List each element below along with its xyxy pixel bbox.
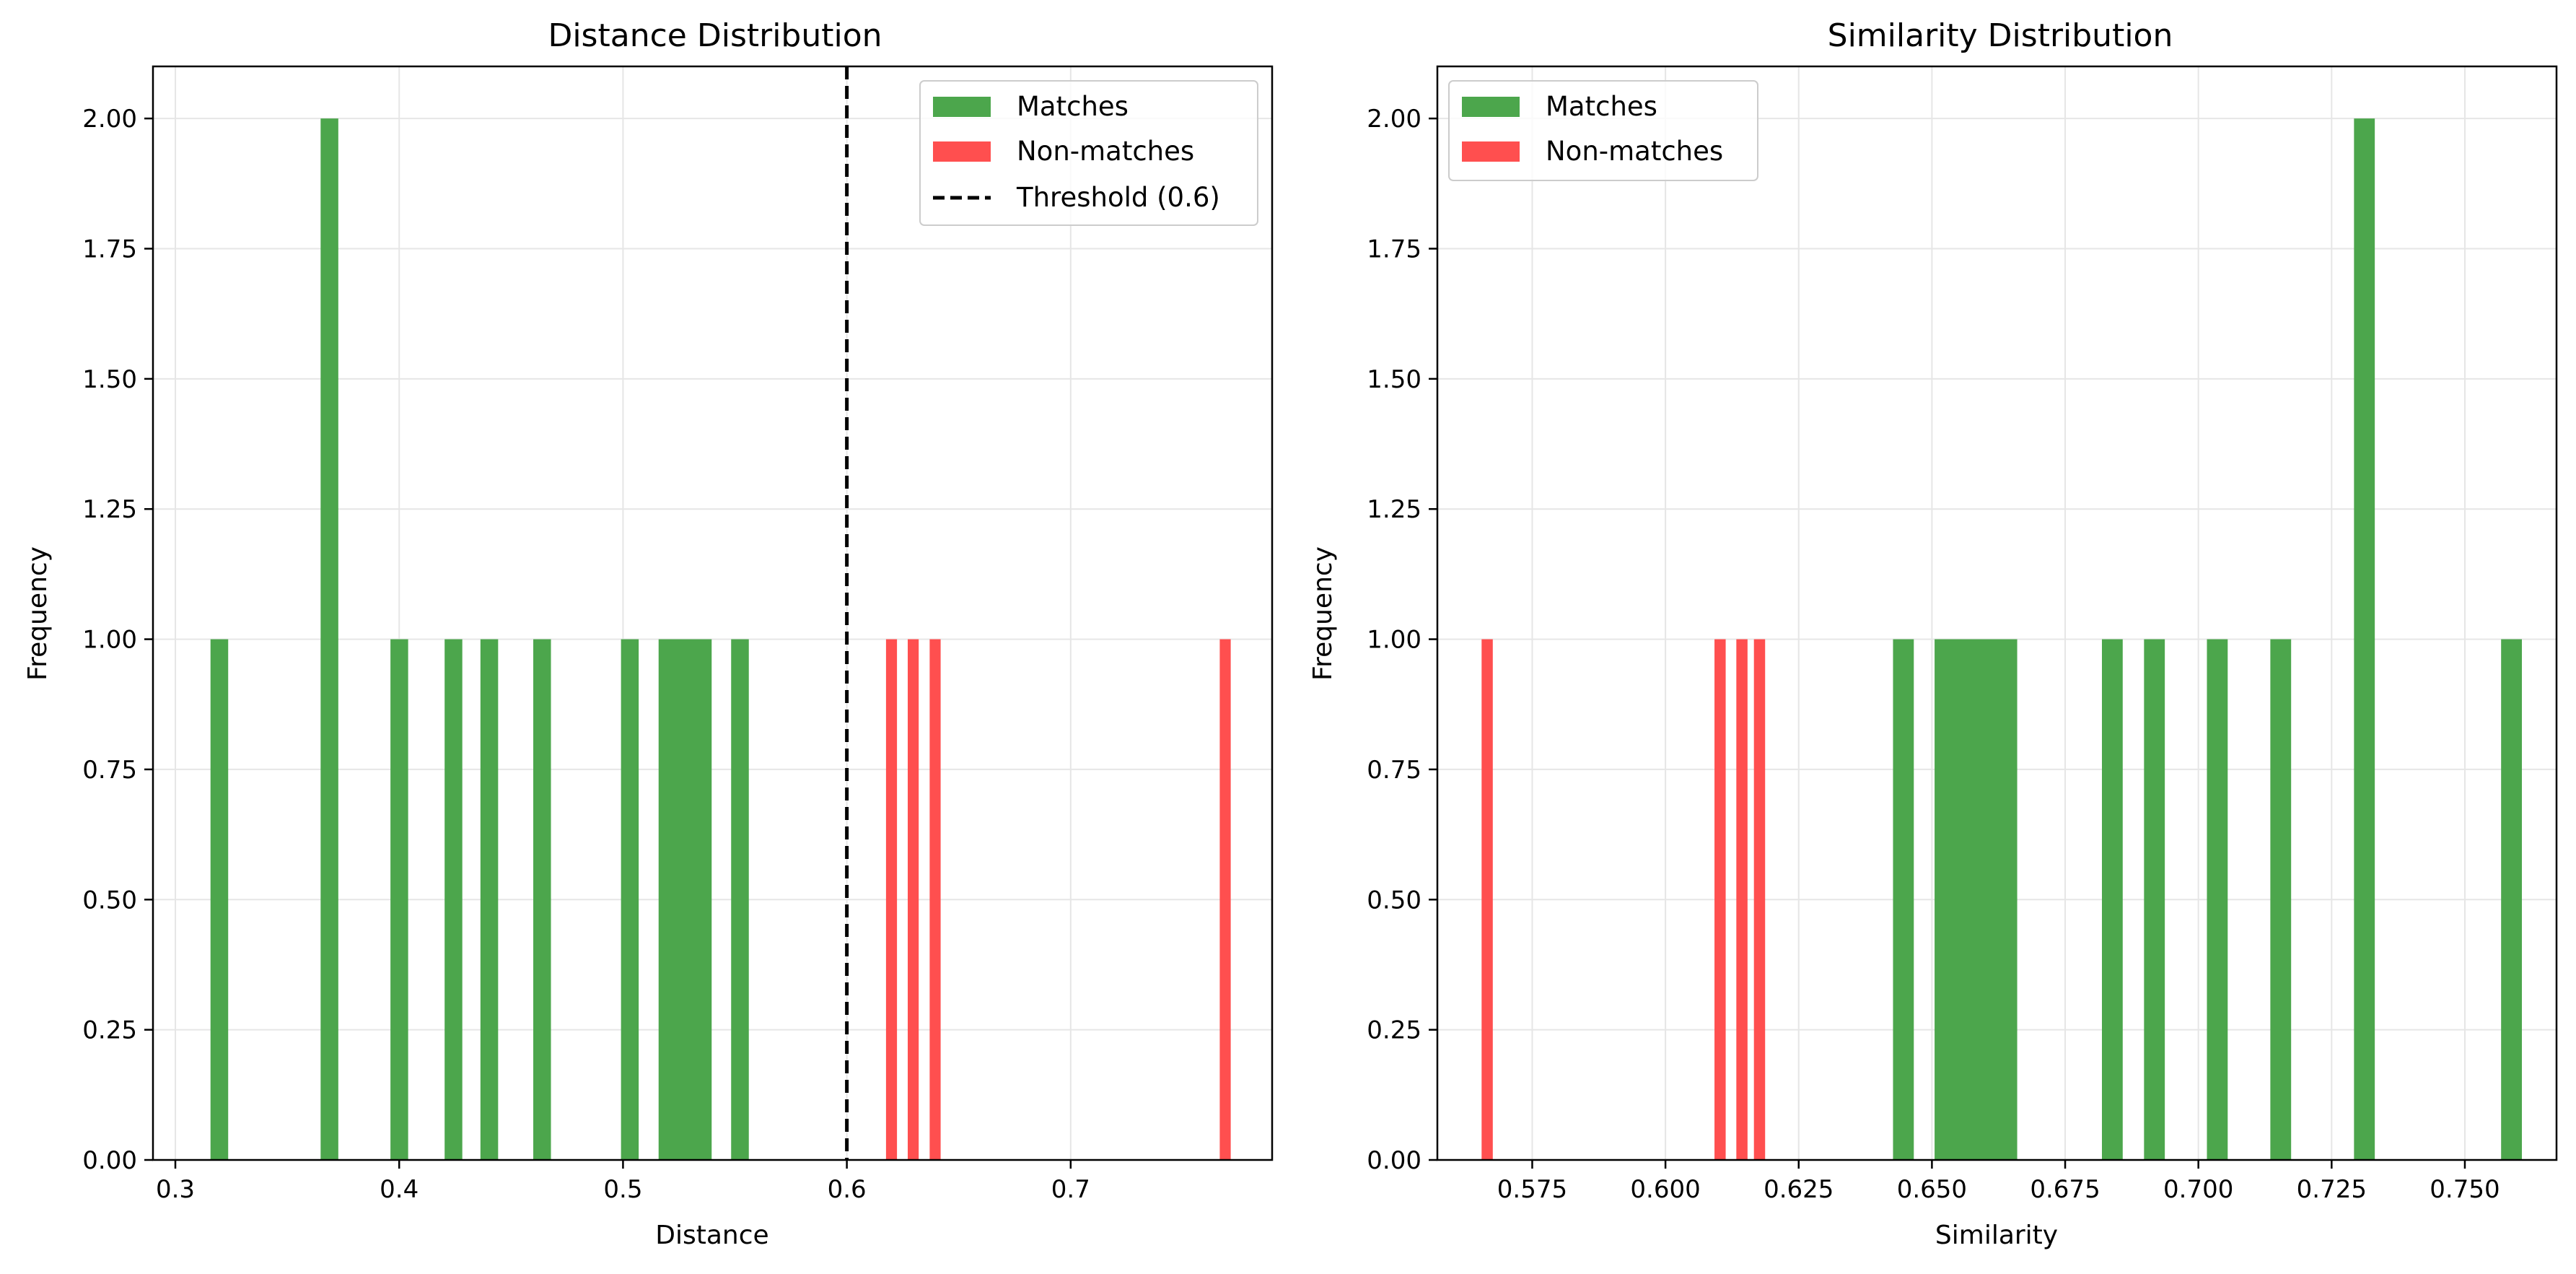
- similarity-legend-matches-swatch: [1462, 97, 1520, 117]
- similarity-ticks: 0.575 0.600 0.625 0.650 0.675 0.700 0.725 0.750…: [1367, 105, 2500, 1204]
- similarity-legend-non-matches-swatch: [1462, 141, 1520, 162]
- distance-grid: [153, 66, 1272, 1161]
- distance-legend-matches-label: Matches: [1017, 91, 1129, 122]
- distance-bar-matches-0: [210, 639, 229, 1160]
- distance-legend-threshold-label: Threshold (0.6): [1016, 182, 1220, 213]
- distance-bar-non-matches-1: [907, 639, 919, 1160]
- distance-bar-matches-3: [444, 639, 463, 1160]
- similarity-bar-matches-6: [2354, 118, 2375, 1161]
- distance-x-tick-label-4: 0.7: [1051, 1175, 1090, 1204]
- distance-legend: Matches Non-matches Threshold (0.6): [919, 80, 1258, 226]
- distance-bar-matches-6: [621, 639, 639, 1160]
- similarity-chart-title: Similarity Distribution: [1828, 17, 2173, 54]
- similarity-bars: [1481, 118, 2522, 1161]
- similarity-bar-matches-7: [2501, 639, 2522, 1160]
- distance-bar-matches-4: [480, 639, 499, 1160]
- distance-x-tick-label-2: 0.5: [603, 1175, 642, 1204]
- similarity-x-tick-label-5: 0.700: [2163, 1175, 2233, 1204]
- similarity-bar-non-matches-1: [1714, 639, 1726, 1160]
- distance-bars: [210, 118, 1231, 1161]
- distance-legend-matches-swatch: [933, 97, 991, 117]
- distance-bar-matches-1: [320, 118, 338, 1161]
- similarity-x-tick-label-0: 0.575: [1497, 1175, 1567, 1204]
- similarity-y-tick-label-6: 1.50: [1367, 365, 1421, 394]
- similarity-y-tick-label-0: 0.00: [1367, 1146, 1421, 1175]
- distance-y-tick-label-0: 0.00: [82, 1146, 137, 1175]
- distance-plot-frame: [152, 65, 1274, 1161]
- distance-legend-box: [919, 80, 1258, 226]
- similarity-legend-box: [1448, 80, 1758, 181]
- distance-y-tick-label-3: 0.75: [82, 756, 137, 785]
- distance-y-tick-label-1: 0.25: [82, 1016, 137, 1045]
- similarity-bar-matches-2: [2101, 639, 2123, 1160]
- similarity-x-tick-label-4: 0.675: [2030, 1175, 2100, 1204]
- similarity-y-tick-label-3: 0.75: [1367, 756, 1421, 785]
- distance-x-tick-label-0: 0.3: [156, 1175, 195, 1204]
- similarity-x-tick-label-1: 0.600: [1630, 1175, 1700, 1204]
- similarity-legend: Matches Non-matches: [1448, 80, 1758, 181]
- similarity-y-tick-label-2: 0.50: [1367, 886, 1421, 915]
- similarity-plot-frame: [1436, 65, 2558, 1161]
- distance-y-tick-label-2: 0.50: [82, 886, 137, 915]
- distance-chart-title: Distance Distribution: [548, 17, 882, 54]
- distance-bar-non-matches-0: [885, 639, 898, 1160]
- similarity-bar-non-matches-0: [1481, 639, 1493, 1160]
- distance-y-tick-label-6: 1.50: [82, 365, 137, 394]
- distance-y-tick-label-4: 1.00: [82, 626, 137, 655]
- similarity-y-tick-label-5: 1.25: [1367, 495, 1421, 524]
- distance-x-tick-label-3: 0.6: [828, 1175, 867, 1204]
- distance-bar-matches-2: [390, 639, 408, 1160]
- similarity-bar-matches-3: [2144, 639, 2165, 1160]
- distance-chart: Distance Distribution 0.3 0.4 0.5 0.6 0.7 0.0…: [23, 17, 1274, 1250]
- similarity-y-tick-label-4: 1.00: [1367, 626, 1421, 655]
- similarity-x-tick-label-3: 0.650: [1897, 1175, 1967, 1204]
- distance-bar-matches-8: [731, 639, 749, 1160]
- similarity-bar-matches-4: [2207, 639, 2228, 1160]
- similarity-x-tick-label-2: 0.625: [1764, 1175, 1834, 1204]
- similarity-x-tick-label-6: 0.725: [2297, 1175, 2367, 1204]
- distance-bar-non-matches-3: [1219, 639, 1231, 1160]
- similarity-y-tick-label-1: 0.25: [1367, 1016, 1421, 1045]
- similarity-x-axis-label: Similarity: [1935, 1221, 2058, 1250]
- distance-legend-non-matches-swatch: [933, 141, 991, 162]
- distance-y-tick-label-5: 1.25: [82, 495, 137, 524]
- similarity-bar-non-matches-2: [1736, 639, 1748, 1160]
- similarity-y-tick-label-7: 1.75: [1367, 235, 1421, 264]
- distance-bar-non-matches-2: [929, 639, 941, 1160]
- similarity-bar-matches-1: [1935, 639, 2018, 1160]
- distance-bar-matches-7: [658, 639, 712, 1160]
- similarity-chart: Similarity Distribution 0.575 0.600 0.625 0…: [1308, 17, 2558, 1250]
- distance-x-tick-label-1: 0.4: [380, 1175, 419, 1204]
- similarity-bar-non-matches-3: [1753, 639, 1766, 1160]
- similarity-bar-matches-5: [2270, 639, 2292, 1160]
- distance-y-tick-label-8: 2.00: [82, 105, 137, 134]
- similarity-legend-non-matches-label: Non-matches: [1546, 136, 1723, 167]
- similarity-y-tick-label-8: 2.00: [1367, 105, 1421, 134]
- similarity-y-axis-label: Frequency: [1308, 546, 1338, 681]
- similarity-legend-matches-label: Matches: [1546, 91, 1657, 122]
- distance-ticks: 0.3 0.4 0.5 0.6 0.7 0.00 0.25 0.50 0.75 1.00 1.25 1…: [82, 105, 1090, 1204]
- distance-bar-matches-5: [533, 639, 551, 1160]
- distance-y-tick-label-7: 1.75: [82, 235, 137, 264]
- distance-y-axis-label: Frequency: [23, 546, 53, 681]
- similarity-x-tick-label-7: 0.750: [2430, 1175, 2500, 1204]
- distance-x-axis-label: Distance: [655, 1221, 768, 1250]
- similarity-bar-matches-0: [1893, 639, 1914, 1160]
- distance-legend-non-matches-label: Non-matches: [1017, 136, 1194, 167]
